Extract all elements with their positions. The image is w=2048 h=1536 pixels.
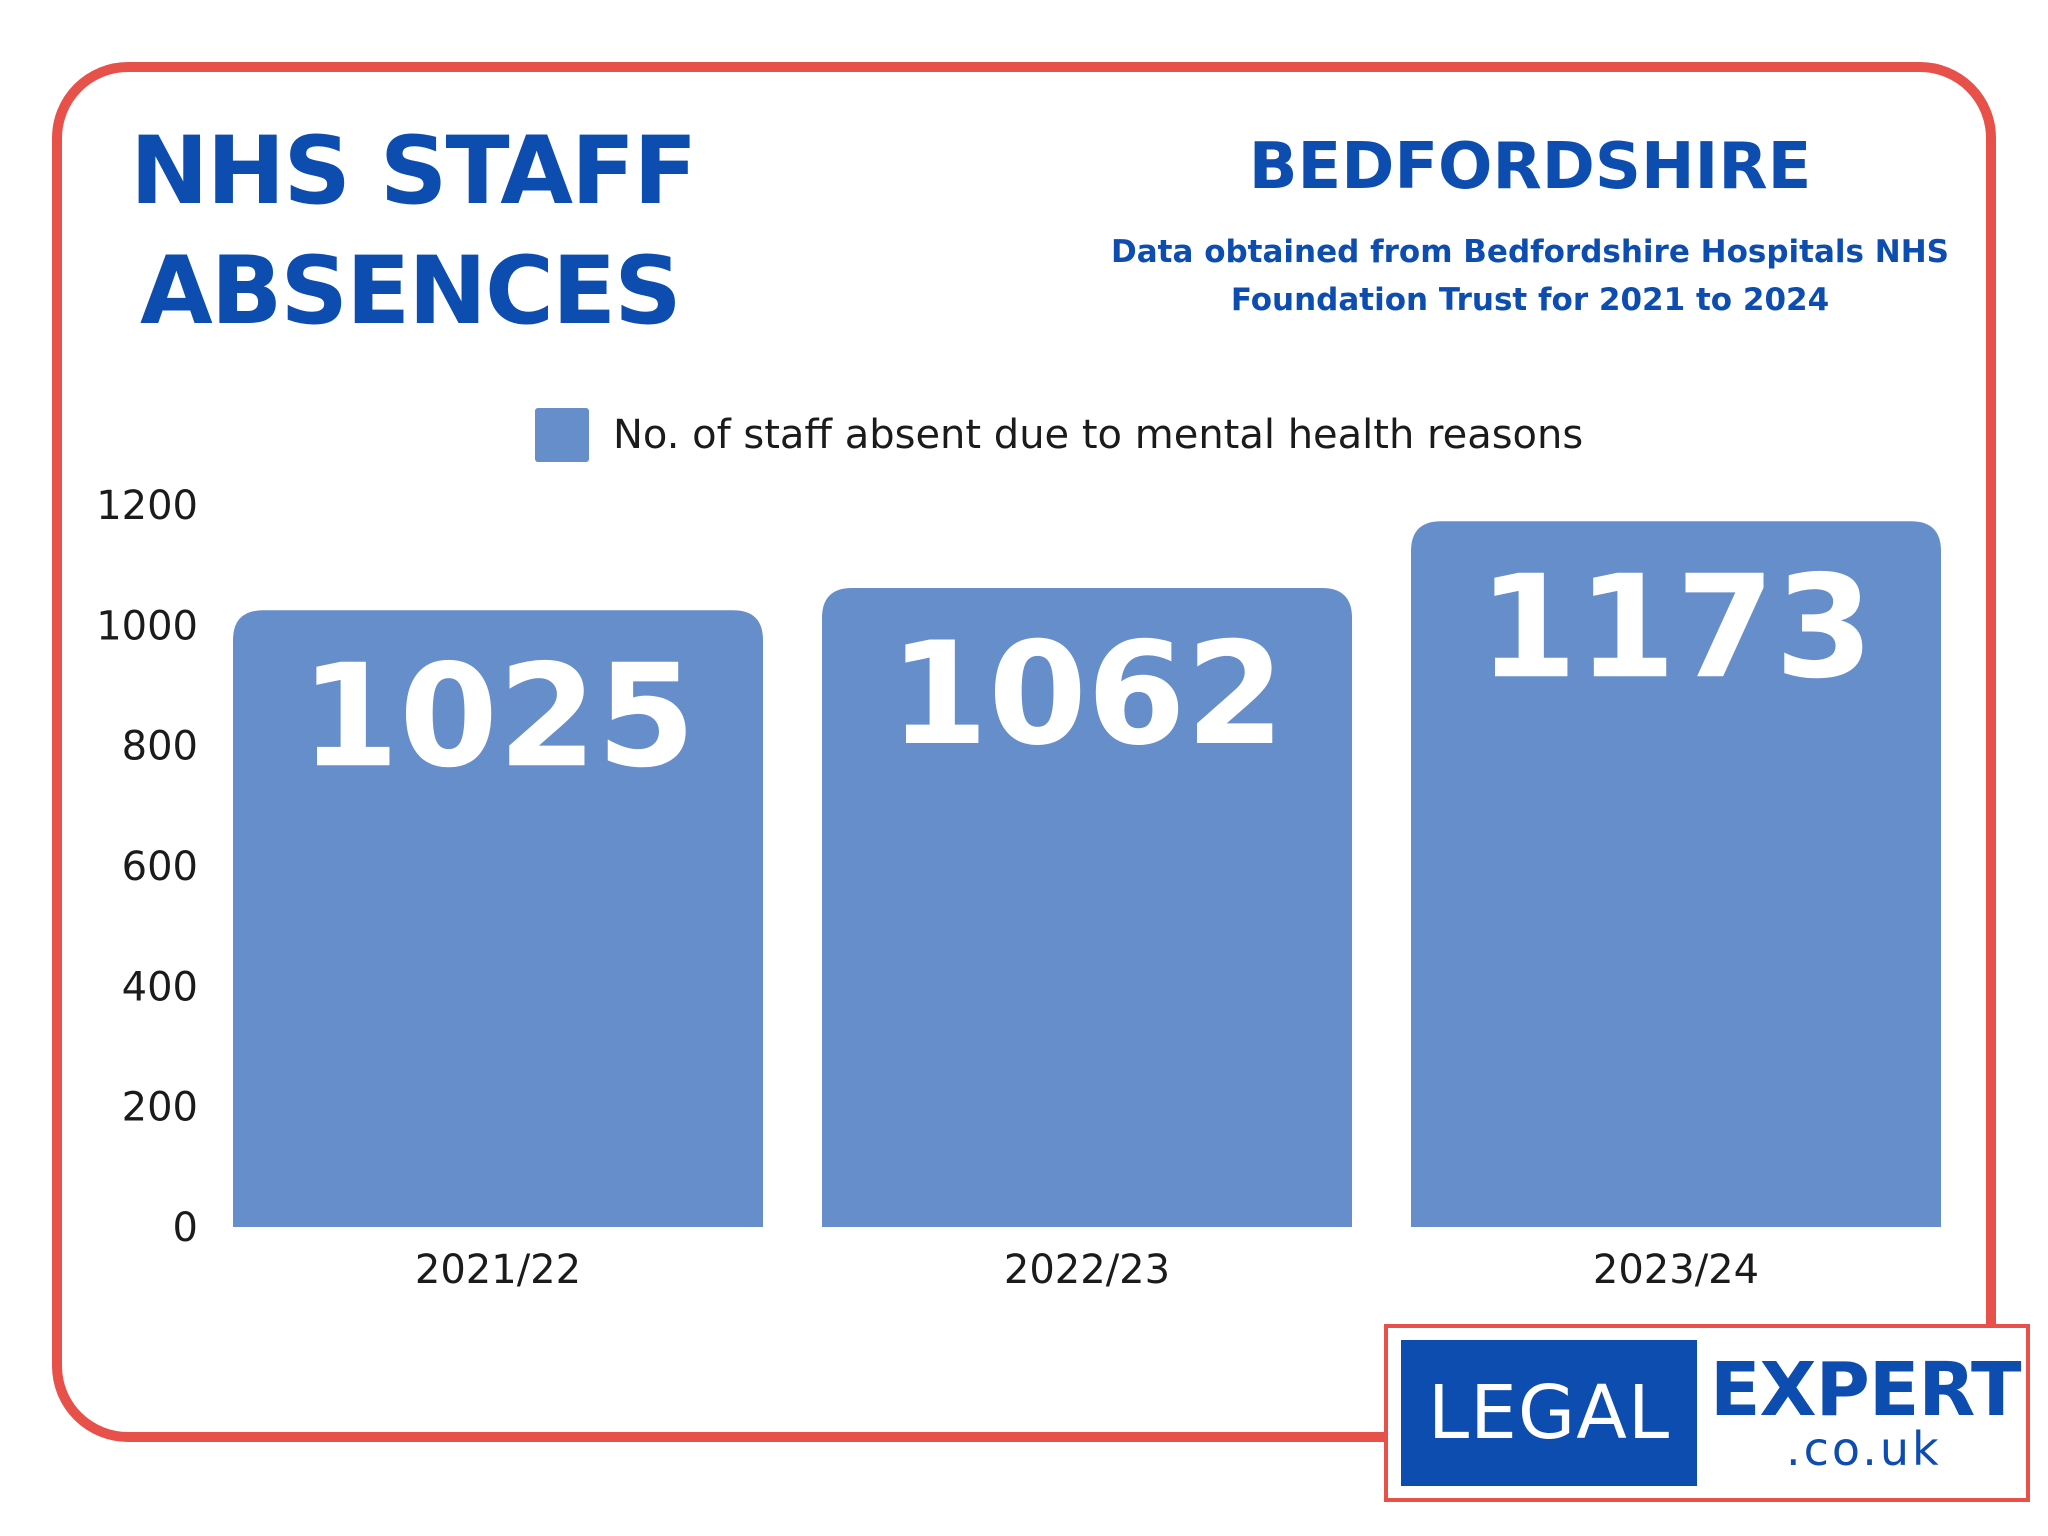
bars: 1025 1062 1173 (233, 521, 1941, 1227)
y-tick-label: 1000 (96, 603, 198, 649)
bar-chart: 0 200 400 600 800 1000 1200 1025 1062 1173 2021/… (96, 483, 1941, 1293)
bar-value-label: 1173 (1478, 545, 1873, 710)
card-frame (52, 62, 1996, 1442)
y-tick-label: 600 (122, 844, 198, 890)
title-line-2: ABSENCES (140, 237, 682, 346)
y-tick-label: 200 (122, 1085, 198, 1131)
logo-legal-box: LEGAL (1401, 1340, 1697, 1486)
region-title: BEDFORDSHIRE (1248, 130, 1812, 204)
x-tick-label: 2021/22 (415, 1247, 581, 1293)
bar (233, 610, 763, 1227)
bar-value-label: 1062 (889, 612, 1284, 777)
title-line-1: NHS STAFF (130, 117, 697, 226)
logo-expert-text: EXPERT (1710, 1347, 2022, 1433)
bar (822, 588, 1352, 1227)
y-tick-label: 400 (122, 964, 198, 1010)
x-tick-label: 2023/24 (1593, 1247, 1759, 1293)
legal-expert-logo: LEGAL EXPERT .co.uk (1384, 1324, 2030, 1502)
bar (1411, 521, 1941, 1227)
logo-legal-text: LEGAL (1427, 1370, 1671, 1456)
page-title: NHS STAFF ABSENCES (130, 112, 730, 352)
source-note: Data obtained from Bedfordshire Hospital… (1095, 228, 1965, 324)
x-axis: 2021/22 2022/23 2023/24 (415, 1247, 1759, 1293)
y-tick-label: 1200 (96, 483, 198, 529)
y-tick-label: 0 (173, 1205, 198, 1251)
y-axis: 0 200 400 600 800 1000 1200 (96, 483, 198, 1251)
legend-label: No. of staff absent due to mental health… (613, 412, 1584, 458)
y-tick-label: 800 (122, 724, 198, 770)
x-tick-label: 2022/23 (1004, 1247, 1170, 1293)
source-line-1: Data obtained from Bedfordshire Hospital… (1111, 234, 1949, 270)
bar-value-label: 1025 (300, 634, 695, 799)
legend-swatch (535, 408, 589, 462)
source-line-2: Foundation Trust for 2021 to 2024 (1230, 282, 1830, 318)
logo-domain-text: .co.uk (1786, 1422, 1942, 1476)
chart-legend: No. of staff absent due to mental health… (535, 406, 1583, 464)
